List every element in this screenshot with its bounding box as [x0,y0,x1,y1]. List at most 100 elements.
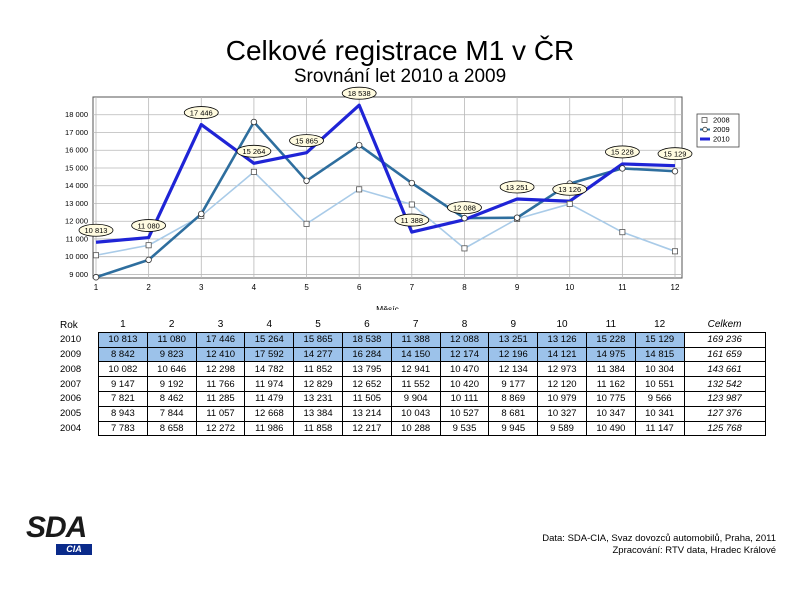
table-row: 2006 7 821 8 462 11 285 11 479 13 231 11 505 9 … [56,390,766,407]
table-cell: 12 120 [537,376,587,392]
row-total: 169 236 [683,331,766,348]
data-label-bubble [236,144,272,158]
legend-swatch [702,126,708,133]
data-label-bubble [394,213,430,227]
table-cell: 9 904 [390,390,441,407]
row-year: 2010 [60,334,82,346]
row-year: 2007 [60,378,82,390]
data-label-bubble [78,223,114,237]
table-cell: 9 177 [488,376,539,392]
header-month: 4 [266,319,273,331]
table-cell: 10 551 [634,376,685,392]
table-cell: 8 681 [488,405,539,422]
header-month: 3 [217,319,224,331]
data-label: 15 865 [295,136,318,145]
row-year: 2008 [60,363,82,375]
table-cell: 10 813 [98,331,148,348]
table-cell: 15 264 [244,331,295,348]
legend-swatch [701,117,708,123]
x-tick-label: 3 [199,283,204,292]
table-cell: 18 538 [341,331,392,348]
table-cell: 10 775 [585,390,636,407]
table-cell: 15 228 [585,331,636,348]
x-tick-label: 4 [252,283,257,292]
table-cell: 10 288 [390,420,441,437]
table-cell: 15 865 [293,331,343,348]
y-tick-label: 13 000 [65,199,88,208]
logo-bar [56,544,92,555]
header-month: 7 [412,319,419,331]
table-cell: 13 251 [488,331,539,348]
x-axis-label: Měsíc [376,304,399,310]
y-tick-label: 14 000 [65,181,88,190]
table-cell: 10 043 [390,405,441,422]
data-label: 15 228 [611,148,634,157]
table-cell: 14 150 [390,346,441,363]
table-cell: 13 795 [341,361,392,378]
row-total: 127 376 [683,405,766,422]
table-row: 2005 8 943 7 844 11 057 12 668 13 384 13 214 10… [56,405,766,422]
data-table-container: Rok 1 2 3 4 5 6 7 8 9 10 11 12 Celkem 2010 10 813 11 08… [56,318,766,437]
x-tick-label: 2 [146,283,151,292]
data-label-bubble [657,147,693,161]
table-cell: 11 505 [341,390,392,407]
x-tick-label: 11 [618,283,627,292]
table-cell: 11 147 [634,420,685,437]
table-cell: 11 384 [585,361,636,378]
point-2009 [250,118,258,126]
logo-main-text: SDA [26,511,87,544]
table-cell: 11 852 [293,361,343,378]
table-cell: 9 192 [146,376,197,392]
chart-title: Celkové registrace M1 v ČR [225,35,575,66]
table-cell: 10 341 [634,405,685,422]
table-cell: 14 277 [293,346,343,363]
row-total: 123 987 [683,390,766,407]
y-tick-label: 15 000 [65,163,88,172]
table-cell: 10 470 [439,361,490,378]
table-cell: 9 147 [98,376,148,392]
table-cell: 17 446 [195,331,246,348]
row-year: 2006 [60,393,82,405]
point-2008 [461,245,468,252]
header-year: Rok [60,319,78,331]
table-cell: 12 973 [537,361,587,378]
table-cell: 11 080 [146,331,197,348]
plot-area [92,96,683,279]
data-label-bubble [341,86,377,100]
point-2009 [513,214,521,221]
data-label: 17 446 [190,108,213,117]
point-2009 [619,165,626,172]
source-line-1: Data: SDA-CIA, Svaz dovozců automobilů, … [542,533,776,544]
point-2009 [198,210,205,218]
table-cell: 12 217 [341,420,392,437]
table-cell: 12 410 [195,346,246,363]
row-total: 143 661 [683,361,766,378]
table-cell: 15 129 [634,331,685,348]
table-cell: 9 535 [439,420,490,437]
header-month: 12 [654,319,666,331]
table-row: 2004 7 783 8 658 12 272 11 986 11 858 12 217 10… [56,420,766,437]
data-label: 10 813 [85,226,108,235]
chart-subtitle: Srovnání let 2010 a 2009 [293,66,507,87]
x-tick-label: 6 [357,283,362,292]
table-cell: 8 943 [98,405,148,422]
row-year: 2004 [60,422,82,434]
table-cell: 12 174 [439,346,490,363]
x-tick-label: 8 [462,283,467,292]
table-cell: 11 057 [195,405,246,422]
table-cell: 11 552 [390,376,441,392]
table-cell: 8 842 [98,346,148,363]
table-cell: 11 162 [585,376,636,392]
point-2008 [566,200,573,207]
header-month: 8 [461,319,468,331]
point-2008 [93,252,100,259]
table-cell: 11 766 [195,376,246,392]
table-cell: 9 589 [537,420,587,437]
table-cell: 12 088 [439,331,490,348]
table-cell: 16 284 [341,346,392,363]
data-label-bubble [604,145,640,159]
logo-sub-text: CIA [66,544,82,554]
x-tick-label: 5 [304,283,309,292]
table-cell: 11 974 [244,376,295,392]
